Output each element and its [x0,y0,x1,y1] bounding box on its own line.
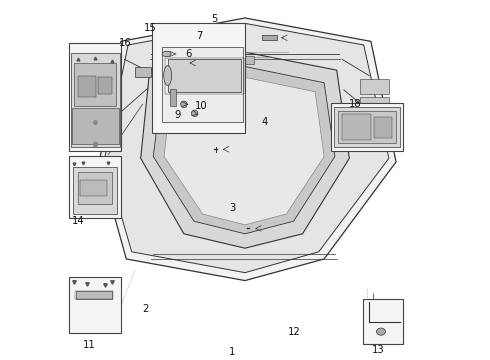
Bar [73,167,117,214]
Bar [360,113,389,128]
Text: 13: 13 [372,345,384,355]
Bar [360,97,389,112]
Text: 15: 15 [144,23,156,33]
Ellipse shape [164,66,171,85]
Bar [74,63,116,106]
Bar [342,114,371,140]
Text: 18: 18 [349,99,362,109]
Ellipse shape [162,51,171,57]
Text: 2: 2 [143,304,149,314]
Bar [170,89,176,106]
Text: 1: 1 [229,347,236,357]
Bar [205,57,218,64]
Polygon shape [153,67,335,234]
Bar [75,291,113,299]
Text: 11: 11 [83,340,96,350]
Polygon shape [141,52,349,248]
Text: 4: 4 [261,117,268,127]
Bar [78,76,96,97]
Bar [374,117,392,139]
Bar [334,107,400,147]
Text: 14: 14 [73,216,85,226]
Text: 12: 12 [288,327,301,337]
Bar [76,291,112,298]
Text: 16: 16 [119,38,131,48]
Ellipse shape [181,101,187,108]
Bar [98,77,112,94]
Bar [69,277,121,333]
Bar [80,180,106,196]
Text: 7: 7 [196,31,203,41]
Text: 6: 6 [186,49,192,59]
Bar [135,67,151,77]
Bar [168,59,242,92]
Text: 5: 5 [211,14,218,24]
Bar [363,298,403,343]
Text: 8: 8 [172,72,178,82]
Bar [73,108,119,144]
Bar [223,57,236,64]
Ellipse shape [192,110,198,117]
Text: 9: 9 [175,110,181,120]
Polygon shape [164,77,324,225]
Bar [188,57,200,64]
Bar [69,157,121,217]
Polygon shape [99,18,396,280]
Bar [262,35,277,40]
Bar [162,47,243,122]
Bar [338,111,396,143]
Text: 3: 3 [229,203,235,213]
Bar [152,23,245,133]
Bar [172,57,184,64]
Bar [78,172,112,204]
Bar [71,53,120,148]
Text: 17: 17 [339,133,351,143]
Ellipse shape [376,328,386,335]
Bar [331,103,403,151]
Bar [69,43,121,151]
Bar [242,57,254,64]
Bar [360,79,389,94]
Polygon shape [105,23,389,273]
Text: 10: 10 [195,101,207,111]
Bar [165,58,245,94]
